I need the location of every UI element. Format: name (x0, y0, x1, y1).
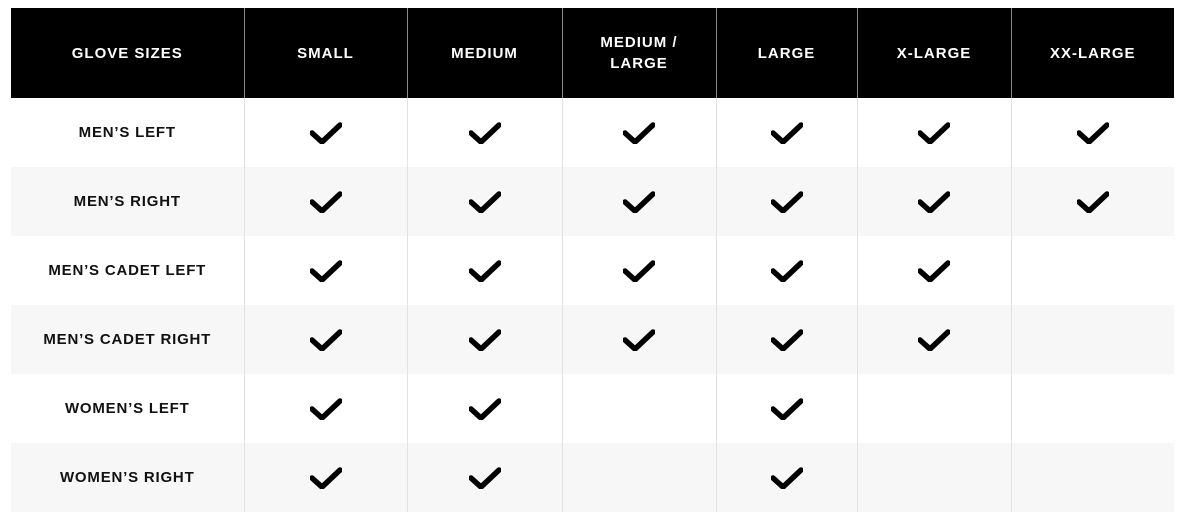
availability-cell (406, 236, 562, 305)
header-row: GLOVE SIZES SMALL MEDIUM MEDIUM / LARGE LARG… (11, 8, 1174, 98)
availability-cell (561, 167, 716, 236)
checkmark-icon (623, 121, 655, 144)
checkmark-icon (309, 190, 342, 213)
column-header-label: MEDIUM (451, 44, 518, 62)
checkmark-icon (1076, 190, 1109, 213)
checkmark-icon (468, 328, 501, 351)
checkmark-icon (623, 190, 655, 213)
availability-cell (1010, 443, 1174, 512)
column-header: SMALL (243, 8, 407, 98)
row-label: MEN’S CADET RIGHT (11, 305, 244, 374)
checkmark-icon (468, 121, 501, 144)
table-row: MEN’S RIGHT (11, 167, 1174, 236)
glove-size-table: GLOVE SIZES SMALL MEDIUM MEDIUM / LARGE LARG… (11, 8, 1174, 512)
availability-cell (561, 236, 716, 305)
availability-cell (856, 443, 1011, 512)
availability-cell (715, 236, 857, 305)
availability-cell (406, 305, 562, 374)
availability-cell (406, 167, 562, 236)
availability-cell (856, 98, 1011, 167)
row-label: WOMEN’S RIGHT (11, 443, 244, 512)
availability-cell (243, 167, 407, 236)
column-header: GLOVE SIZES (11, 8, 244, 98)
availability-cell (406, 374, 562, 443)
checkmark-icon (770, 328, 803, 351)
availability-cell (1010, 98, 1174, 167)
availability-cell (856, 236, 1011, 305)
availability-cell (715, 98, 857, 167)
availability-cell (243, 305, 407, 374)
column-header: X-LARGE (856, 8, 1011, 98)
checkmark-icon (309, 466, 342, 489)
checkmark-icon (309, 259, 342, 282)
checkmark-icon (468, 190, 501, 213)
checkmark-icon (468, 466, 501, 489)
table-row: MEN’S CADET LEFT (11, 236, 1174, 305)
column-header-label: X-LARGE (896, 44, 972, 62)
row-label: MEN’S CADET LEFT (48, 262, 207, 279)
availability-cell (856, 167, 1011, 236)
checkmark-icon (468, 259, 501, 282)
column-header: MEDIUM (406, 8, 562, 98)
column-header-label: XX-LARGE (1049, 44, 1136, 62)
checkmark-icon (770, 121, 803, 144)
checkmark-icon (309, 328, 342, 351)
column-header: LARGE (715, 8, 857, 98)
availability-cell (561, 443, 716, 512)
column-header-label: MEDIUM / LARGE (600, 34, 678, 72)
checkmark-icon (770, 190, 803, 213)
table-row: MEN’S CADET RIGHT (11, 305, 1174, 374)
table-row: WOMEN’S RIGHT (11, 443, 1174, 512)
checkmark-icon (918, 190, 950, 213)
availability-cell (243, 236, 407, 305)
column-header-label: LARGE (757, 44, 816, 62)
availability-cell (406, 98, 562, 167)
availability-cell (715, 167, 857, 236)
availability-cell (243, 374, 407, 443)
checkmark-icon (770, 466, 803, 489)
checkmark-icon (623, 259, 655, 282)
row-label: MEN’S LEFT (78, 124, 176, 141)
availability-cell (1010, 305, 1174, 374)
checkmark-icon (770, 259, 803, 282)
availability-cell (561, 98, 716, 167)
checkmark-icon (309, 397, 342, 420)
checkmark-icon (918, 328, 950, 351)
availability-cell (715, 443, 857, 512)
availability-cell (1010, 236, 1174, 305)
availability-cell (856, 374, 1011, 443)
column-header-label: SMALL (297, 44, 354, 62)
availability-cell (856, 305, 1011, 374)
availability-cell (1010, 167, 1174, 236)
availability-cell (561, 305, 716, 374)
availability-cell (406, 443, 562, 512)
checkmark-icon (918, 121, 950, 144)
row-label: MEN’S RIGHT (11, 167, 244, 236)
availability-cell (243, 443, 407, 512)
column-header: XX-LARGE (1010, 8, 1174, 98)
checkmark-icon (918, 259, 950, 282)
checkmark-icon (309, 121, 342, 144)
availability-cell (243, 98, 407, 167)
availability-cell (715, 374, 857, 443)
availability-cell (561, 374, 716, 443)
row-label: WOMEN’S LEFT (64, 400, 190, 417)
table-row: WOMEN’S LEFT (11, 374, 1174, 443)
checkmark-icon (623, 328, 655, 351)
checkmark-icon (1076, 121, 1109, 144)
availability-cell (1010, 374, 1174, 443)
availability-cell (715, 305, 857, 374)
checkmark-icon (770, 397, 803, 420)
column-header-label: GLOVE SIZES (71, 44, 183, 62)
table-row: MEN’S LEFT (11, 98, 1174, 167)
column-header: MEDIUM / LARGE (561, 8, 716, 98)
checkmark-icon (468, 397, 501, 420)
